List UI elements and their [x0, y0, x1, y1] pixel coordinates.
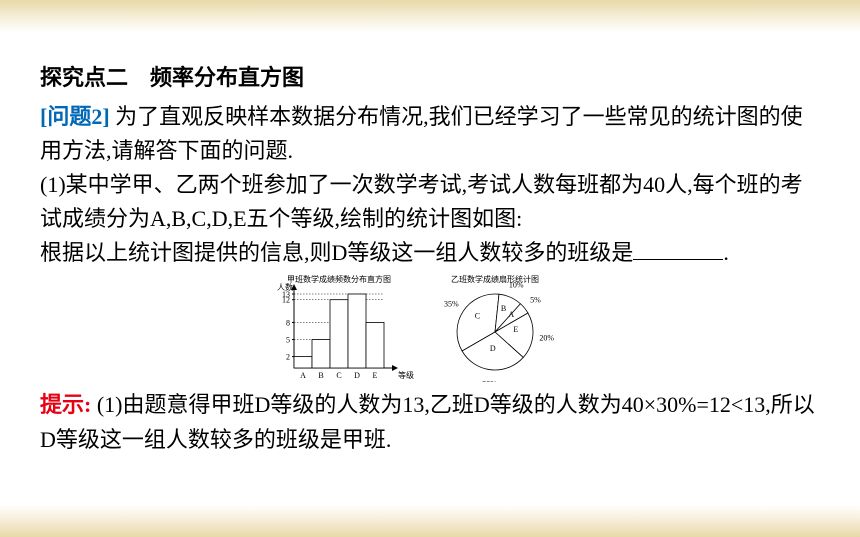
section-title: 频率分布直方图 — [150, 65, 304, 90]
charts-svg: 甲班数学成绩频数分布直方图人数2581213ABCDE等级乙班数学成绩扇形统计图… — [270, 272, 590, 382]
svg-text:甲班数学成绩频数分布直方图: 甲班数学成绩频数分布直方图 — [287, 274, 391, 284]
svg-text:A: A — [508, 310, 514, 319]
svg-text:乙班数学成绩扇形统计图: 乙班数学成绩扇形统计图 — [451, 274, 539, 284]
svg-text:B: B — [501, 304, 506, 313]
question-item-1a: (1)某中学甲、乙两个班参加了一次数学考试,考试人数每班都为40人,每个班的考试… — [40, 168, 820, 236]
svg-text:35%: 35% — [444, 300, 459, 309]
item1b-text: 根据以上统计图提供的信息,则D等级这一组人数较多的班级是 — [40, 240, 633, 265]
question-item-1b: 根据以上统计图提供的信息,则D等级这一组人数较多的班级是. — [40, 236, 820, 270]
charts-area: 甲班数学成绩频数分布直方图人数2581213ABCDE等级乙班数学成绩扇形统计图… — [40, 272, 820, 382]
svg-text:C: C — [475, 312, 480, 321]
svg-text:D: D — [354, 371, 360, 380]
svg-text:C: C — [336, 371, 341, 380]
svg-text:等级: 等级 — [398, 370, 414, 380]
point-label: 探究点二 — [40, 65, 128, 90]
question-intro: [问题2] 为了直观反映样本数据分布情况,我们已经学习了一些常见的统计图的使用方… — [40, 100, 820, 168]
svg-text:E: E — [373, 371, 378, 380]
answer-blank — [633, 259, 723, 260]
svg-text:13: 13 — [282, 290, 290, 299]
svg-text:A: A — [300, 371, 306, 380]
hint-paragraph: 提示: (1)由题意得甲班D等级的人数为13,乙班D等级的人数为40×30%=1… — [40, 388, 820, 456]
hint-label: 提示: — [40, 392, 91, 417]
section-heading: 探究点二 频率分布直方图 — [40, 60, 820, 92]
svg-text:20%: 20% — [539, 334, 554, 343]
svg-text:30%: 30% — [482, 380, 497, 382]
item1b-end: . — [723, 240, 729, 265]
svg-text:10%: 10% — [509, 281, 524, 290]
hint-text: (1)由题意得甲班D等级的人数为13,乙班D等级的人数为40×30%=12<13… — [40, 392, 815, 451]
intro-text: 为了直观反映样本数据分布情况,我们已经学习了一些常见的统计图的使用方法,请解答下… — [40, 104, 803, 163]
svg-text:5%: 5% — [530, 296, 541, 305]
svg-text:2: 2 — [286, 353, 290, 362]
svg-text:5: 5 — [286, 336, 290, 345]
svg-text:D: D — [490, 344, 496, 353]
svg-text:8: 8 — [286, 319, 290, 328]
svg-text:B: B — [318, 371, 323, 380]
question-label: [问题2] — [40, 104, 110, 129]
svg-text:E: E — [513, 326, 518, 335]
